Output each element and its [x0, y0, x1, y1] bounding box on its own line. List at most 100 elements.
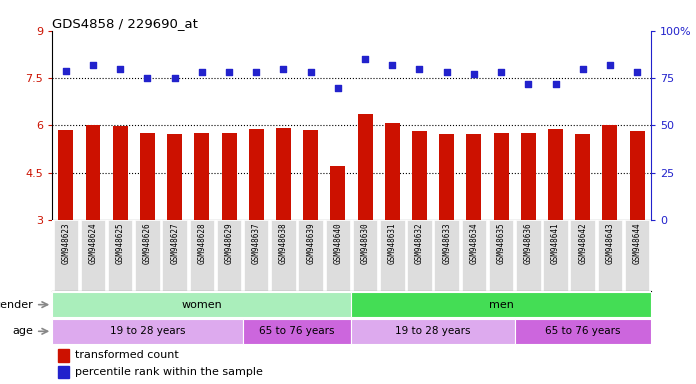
FancyBboxPatch shape [515, 319, 651, 344]
Bar [439, 134, 454, 220]
FancyBboxPatch shape [243, 319, 351, 344]
Point [332, 84, 343, 91]
Point [441, 70, 452, 76]
Bar [140, 133, 155, 220]
Bar [331, 166, 345, 220]
Text: GSM948623: GSM948623 [61, 222, 70, 264]
Text: GSM948631: GSM948631 [388, 222, 397, 264]
Text: age: age [13, 326, 33, 336]
Text: GSM948629: GSM948629 [225, 222, 234, 264]
FancyBboxPatch shape [571, 220, 595, 291]
Bar [385, 123, 400, 220]
Point [523, 81, 534, 87]
FancyBboxPatch shape [135, 220, 159, 291]
Text: GSM948633: GSM948633 [442, 222, 451, 264]
FancyBboxPatch shape [299, 220, 323, 291]
Bar [412, 131, 427, 220]
Point [387, 62, 398, 68]
Bar [548, 129, 563, 220]
Text: GSM948626: GSM948626 [143, 222, 152, 264]
Bar [248, 129, 264, 220]
Point [169, 75, 180, 81]
Text: gender: gender [0, 300, 33, 310]
Text: GSM948625: GSM948625 [116, 222, 125, 264]
FancyBboxPatch shape [326, 220, 350, 291]
Text: GSM948644: GSM948644 [633, 222, 642, 264]
Bar [358, 114, 372, 220]
Bar [603, 125, 617, 220]
Point [61, 68, 72, 74]
Point [496, 70, 507, 76]
Text: GSM948635: GSM948635 [497, 222, 505, 264]
Text: GSM948630: GSM948630 [361, 222, 370, 264]
Text: 65 to 76 years: 65 to 76 years [260, 326, 335, 336]
Point [550, 81, 561, 87]
Bar [493, 133, 509, 220]
Point [278, 66, 289, 72]
FancyBboxPatch shape [625, 220, 649, 291]
Point [360, 56, 371, 62]
Bar [167, 134, 182, 220]
FancyBboxPatch shape [351, 292, 651, 317]
Point [251, 70, 262, 76]
Text: GSM948641: GSM948641 [551, 222, 560, 264]
Bar [630, 131, 644, 220]
Bar [113, 126, 127, 220]
FancyBboxPatch shape [216, 220, 242, 291]
Bar [221, 133, 237, 220]
FancyBboxPatch shape [516, 220, 541, 291]
Text: GSM948643: GSM948643 [606, 222, 615, 264]
FancyBboxPatch shape [434, 220, 459, 291]
FancyBboxPatch shape [489, 220, 514, 291]
Bar [466, 134, 482, 220]
Bar [276, 128, 291, 220]
Text: GSM948639: GSM948639 [306, 222, 315, 264]
FancyBboxPatch shape [108, 220, 132, 291]
Text: 19 to 28 years: 19 to 28 years [395, 326, 471, 336]
Text: GSM948638: GSM948638 [279, 222, 288, 264]
Text: GSM948634: GSM948634 [469, 222, 478, 264]
Point [604, 62, 615, 68]
Text: men: men [489, 300, 514, 310]
Bar [58, 349, 69, 362]
FancyBboxPatch shape [407, 220, 432, 291]
FancyBboxPatch shape [52, 319, 243, 344]
Bar [194, 133, 209, 220]
FancyBboxPatch shape [461, 220, 486, 291]
FancyBboxPatch shape [544, 220, 568, 291]
FancyBboxPatch shape [351, 319, 515, 344]
Point [414, 66, 425, 72]
FancyBboxPatch shape [353, 220, 377, 291]
Text: women: women [182, 300, 222, 310]
Bar [303, 130, 318, 220]
Bar [576, 134, 590, 220]
Bar [86, 125, 100, 220]
Bar [521, 133, 536, 220]
Point [88, 62, 99, 68]
Bar [58, 366, 69, 378]
Point [577, 66, 588, 72]
FancyBboxPatch shape [162, 220, 187, 291]
Point [468, 71, 480, 78]
FancyBboxPatch shape [244, 220, 269, 291]
Point [196, 70, 207, 76]
Bar [58, 130, 73, 220]
FancyBboxPatch shape [189, 220, 214, 291]
Text: GSM948624: GSM948624 [88, 222, 97, 264]
Point [115, 66, 126, 72]
FancyBboxPatch shape [598, 220, 622, 291]
Text: GSM948628: GSM948628 [198, 222, 206, 264]
Point [142, 75, 153, 81]
FancyBboxPatch shape [52, 292, 351, 317]
Point [305, 70, 316, 76]
FancyBboxPatch shape [380, 220, 404, 291]
Point [631, 70, 642, 76]
FancyBboxPatch shape [54, 220, 78, 291]
Text: GSM948637: GSM948637 [252, 222, 261, 264]
FancyBboxPatch shape [81, 220, 105, 291]
Text: transformed count: transformed count [75, 350, 179, 360]
Text: GSM948642: GSM948642 [578, 222, 587, 264]
Text: 65 to 76 years: 65 to 76 years [545, 326, 621, 336]
Text: GSM948636: GSM948636 [524, 222, 533, 264]
Text: GSM948632: GSM948632 [415, 222, 424, 264]
